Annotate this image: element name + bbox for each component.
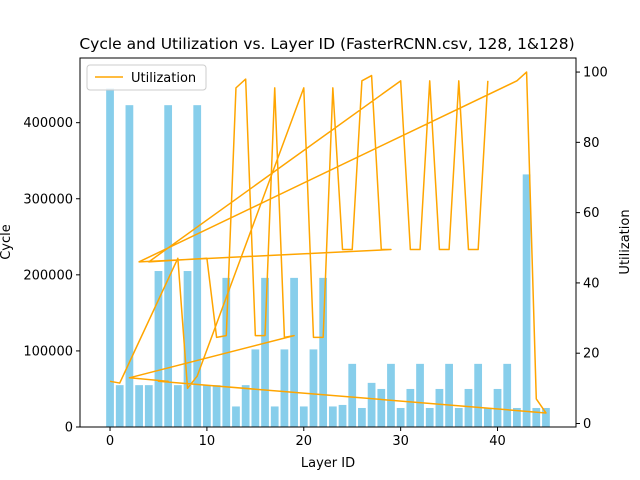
bar-layer-32 [416, 363, 424, 427]
y-left-axis-label: Cycle [0, 224, 14, 260]
bar-layer-3 [135, 385, 143, 427]
y-right-axis-ticks: 0 20 40 60 80 100 [576, 66, 608, 432]
bar-layer-36 [454, 407, 463, 427]
bar-layer-9 [193, 105, 202, 428]
bar-layer-45 [542, 407, 550, 427]
x-tick-label-0: 0 [106, 434, 114, 449]
line-layer [109, 71, 547, 414]
y-right-tick-label-80: 80 [583, 136, 600, 151]
bar-layer-14 [241, 385, 250, 427]
bars-layer [106, 88, 550, 428]
y-right-axis-label: Utilization [618, 209, 633, 274]
bar-layer-35 [445, 363, 453, 427]
y-left-axis-ticks: 0 100000 200000 300000 400000 [23, 116, 80, 436]
bar-layer-25 [348, 363, 357, 427]
bar-layer-6 [164, 105, 173, 428]
y-left-tick-label-100000: 100000 [23, 344, 73, 359]
bar-layer-42 [513, 407, 521, 427]
bar-layer-15 [251, 349, 260, 427]
bar-layer-8 [183, 271, 192, 427]
bar-layer-19 [290, 277, 298, 427]
x-tick-label-30: 30 [392, 434, 409, 449]
bar-layer-23 [328, 406, 337, 427]
legend-frame [86, 64, 207, 91]
y-right-tick-label-20: 20 [583, 347, 600, 362]
y-right-tick-label-0: 0 [583, 417, 591, 432]
bar-layer-17 [270, 406, 279, 427]
bar-layer-7 [173, 385, 182, 427]
bar-layer-24 [338, 404, 347, 427]
bar-layer-4 [144, 385, 153, 427]
bar-layer-31 [406, 388, 415, 427]
bar-layer-21 [309, 349, 318, 427]
bar-layer-22 [319, 277, 328, 427]
bar-layer-13 [232, 406, 240, 427]
legend: Utilization [86, 64, 207, 91]
bar-layer-28 [377, 388, 386, 427]
bar-layer-0 [106, 88, 114, 428]
bar-layer-27 [367, 382, 376, 427]
bar-layer-38 [474, 363, 483, 427]
y-right-tick-label-40: 40 [583, 276, 600, 291]
x-axis-ticks: 0 10 20 30 40 [106, 427, 506, 449]
y-right-tick-label-100: 100 [583, 66, 608, 81]
bar-layer-26 [358, 407, 366, 427]
bar-layer-44 [532, 407, 541, 427]
bar-layer-10 [203, 385, 211, 427]
y-left-tick-label-400000: 400000 [23, 116, 73, 131]
x-tick-label-40: 40 [489, 434, 506, 449]
bar-layer-16 [261, 277, 269, 427]
y-left-tick-label-300000: 300000 [23, 192, 73, 207]
bar-layer-20 [299, 406, 308, 427]
bar-layer-5 [154, 271, 163, 427]
y-left-tick-label-0: 0 [65, 421, 73, 436]
bar-layer-39 [483, 407, 492, 427]
bar-layer-34 [435, 388, 444, 427]
x-axis-label: Layer ID [301, 456, 355, 471]
y-right-tick-label-60: 60 [583, 206, 600, 221]
chart-title: Cycle and Utilization vs. Layer ID (Fast… [79, 35, 574, 53]
y-left-tick-label-200000: 200000 [23, 268, 73, 283]
bar-layer-43 [522, 174, 531, 427]
bar-layer-1 [115, 385, 124, 427]
plot-frame [79, 57, 577, 428]
bar-layer-18 [280, 349, 289, 427]
bar-layer-29 [387, 363, 395, 427]
legend-label: Utilization [131, 71, 196, 86]
bar-layer-41 [503, 363, 512, 427]
x-tick-label-20: 20 [296, 434, 313, 449]
bar-layer-2 [125, 105, 134, 428]
bar-layer-11 [212, 385, 221, 427]
x-tick-label-10: 10 [199, 434, 216, 449]
utilization-line [109, 71, 547, 414]
bar-layer-33 [425, 407, 434, 427]
bar-layer-30 [396, 407, 405, 427]
bar-layer-37 [464, 388, 473, 427]
bar-layer-40 [493, 388, 502, 427]
